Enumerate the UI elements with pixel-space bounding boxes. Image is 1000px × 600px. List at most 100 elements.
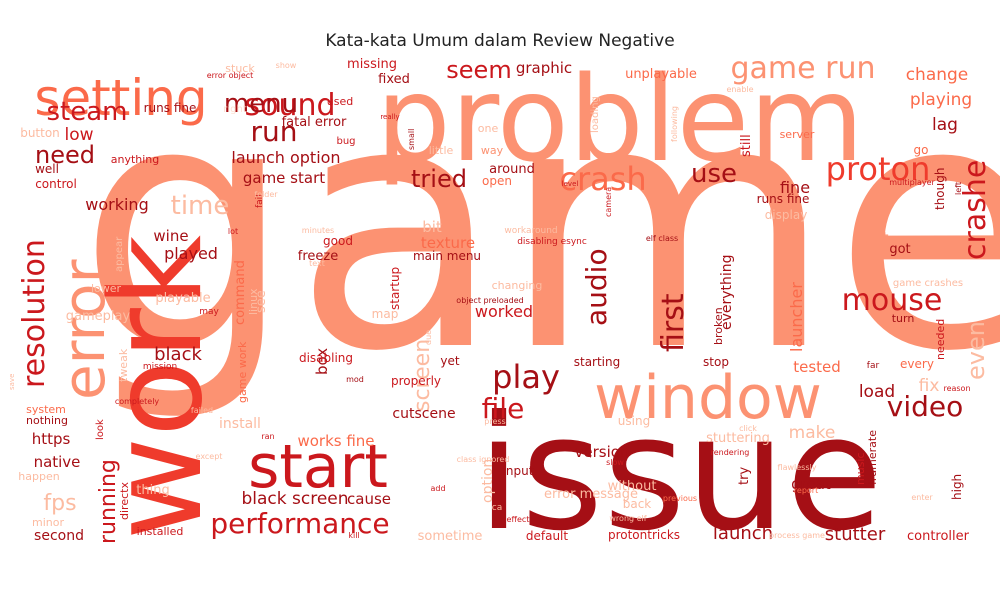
cloud-word-previous: previous bbox=[663, 494, 697, 503]
cloud-word-lot: lot bbox=[228, 227, 238, 236]
cloud-word-flawlessly: flawlessly bbox=[778, 463, 817, 472]
cloud-word-low: low bbox=[64, 125, 93, 145]
cloud-word-see: see bbox=[254, 290, 269, 313]
cloud-word-try: try bbox=[737, 467, 752, 485]
cloud-word-issue: issue bbox=[477, 382, 883, 566]
cloud-word-around: around bbox=[489, 162, 535, 177]
cloud-word-proton: proton bbox=[826, 150, 931, 188]
cloud-word-video: video bbox=[887, 390, 963, 423]
cloud-word-got: got bbox=[889, 242, 910, 257]
cloud-word-using: using bbox=[618, 414, 650, 428]
cloud-word-resolution: resolution bbox=[17, 239, 52, 388]
cloud-word-button: button bbox=[20, 126, 60, 140]
cloud-word-black-screen: black screen bbox=[241, 489, 348, 509]
cloud-word-anything: anything bbox=[111, 153, 160, 166]
cloud-word-install: install bbox=[219, 416, 261, 432]
cloud-word-even: even bbox=[962, 321, 990, 380]
cloud-word-window: window bbox=[594, 363, 822, 433]
cloud-word-seem: seem bbox=[446, 56, 511, 84]
cloud-word-file: file bbox=[482, 392, 525, 425]
cloud-word-installed: installed bbox=[137, 525, 184, 538]
cloud-word-playable: playable bbox=[155, 291, 210, 306]
cloud-word-working: working bbox=[85, 195, 148, 214]
cloud-word-graphic: graphic bbox=[516, 59, 572, 77]
cloud-word-run: run bbox=[250, 115, 297, 148]
cloud-word-way: way bbox=[481, 144, 504, 157]
cloud-word-texture: texture bbox=[421, 234, 475, 252]
cloud-word-game-start: game start bbox=[243, 169, 325, 187]
cloud-word-used: used bbox=[327, 95, 353, 108]
cloud-word-main-menu: main menu bbox=[413, 249, 481, 263]
cloud-word-stuck: stuck bbox=[225, 62, 255, 75]
cloud-word-game-work: game work bbox=[236, 341, 249, 403]
cloud-word-enter: enter bbox=[911, 493, 933, 502]
cloud-word-controller: controller bbox=[907, 529, 970, 544]
cloud-word-mouse: mouse bbox=[842, 283, 943, 318]
cloud-word-stutter: stutter bbox=[825, 524, 886, 545]
cloud-word-except: except bbox=[196, 452, 223, 461]
cloud-word-bit: bit bbox=[422, 218, 442, 236]
cloud-word-properly: properly bbox=[391, 374, 441, 388]
cloud-word-crashe: crashe bbox=[958, 160, 993, 260]
cloud-word-well: well bbox=[35, 162, 59, 176]
cloud-word-slow: slow bbox=[606, 458, 624, 467]
cloud-word-great: great bbox=[791, 475, 831, 493]
cloud-word-error: error bbox=[50, 259, 118, 400]
cloud-word-second: second bbox=[34, 528, 84, 544]
cloud-word-everything: everything bbox=[719, 254, 735, 330]
cloud-word-one: one bbox=[478, 122, 499, 135]
cloud-word-black: black bbox=[154, 344, 202, 365]
cloud-word-change: change bbox=[906, 65, 969, 85]
cloud-word-game-crashes: game crashes bbox=[893, 278, 963, 289]
cloud-word-loading: loading bbox=[590, 96, 601, 133]
cloud-word-still: still bbox=[739, 134, 754, 157]
cloud-word-effect: effect bbox=[507, 515, 530, 524]
cloud-word-due: due bbox=[424, 330, 433, 345]
cloud-word-thing: thing bbox=[136, 483, 169, 498]
cloud-word-tried: tried bbox=[411, 165, 467, 193]
cloud-word-multiplayer: multiplayer bbox=[889, 178, 935, 187]
cloud-word-runs-fine: runs fine bbox=[757, 192, 810, 206]
cloud-word-high: high bbox=[950, 474, 964, 500]
cloud-word-load: load bbox=[859, 382, 895, 402]
cloud-word-fail: fail bbox=[255, 194, 265, 208]
cloud-word-turn: turn bbox=[892, 312, 915, 325]
cloud-word-following: following bbox=[670, 106, 679, 142]
cloud-word-report: report bbox=[794, 486, 818, 495]
cloud-word-reason: reason bbox=[943, 384, 970, 393]
cloud-word-use: use bbox=[691, 159, 737, 189]
cloud-word-game: game bbox=[78, 30, 1000, 426]
cloud-word-workaround: workaround bbox=[504, 226, 557, 236]
cloud-word-kill: kill bbox=[348, 531, 359, 540]
cloud-word-lower: lower bbox=[91, 282, 122, 295]
cloud-word-fixed: fixed bbox=[378, 72, 410, 87]
cloud-word-box: box bbox=[313, 348, 331, 375]
cloud-word-elf-class: elf class bbox=[646, 234, 678, 243]
cloud-word-nothing: nothing bbox=[26, 414, 68, 427]
cloud-word-launcher: launcher bbox=[787, 282, 806, 352]
cloud-word-steam: steam bbox=[47, 97, 128, 127]
cloud-word-yet: yet bbox=[440, 354, 459, 368]
cloud-word-good: good bbox=[323, 234, 353, 248]
cloud-word-rendering: rendering bbox=[711, 448, 750, 457]
cloud-word-completely: completely bbox=[115, 397, 160, 406]
cloud-word-text: text bbox=[309, 259, 325, 268]
cloud-word-ran: ran bbox=[261, 432, 274, 441]
cloud-word-tested: tested bbox=[793, 358, 841, 376]
cloud-word-unplayable: unplayable bbox=[625, 67, 697, 82]
cloud-word-far: far bbox=[867, 361, 880, 371]
cloud-word-screen: screen bbox=[410, 339, 435, 412]
cloud-word-setting: setting bbox=[34, 69, 207, 127]
cloud-word-changing: changing bbox=[492, 279, 543, 292]
cloud-word-music: music bbox=[854, 452, 867, 485]
cloud-word-press: press bbox=[484, 417, 505, 426]
cloud-word-sound: sound bbox=[244, 88, 335, 123]
cloud-word-framerate: framerate bbox=[866, 430, 879, 485]
cloud-word-cutscene: cutscene bbox=[392, 406, 455, 422]
cloud-word-disabling-esync: disabling esync bbox=[517, 237, 587, 247]
cloud-word-sometime: sometime bbox=[418, 529, 483, 544]
cloud-word-set: set bbox=[866, 229, 889, 247]
cloud-word-fatal-error: fatal error bbox=[282, 115, 347, 130]
cloud-word-missing: missing bbox=[347, 57, 397, 72]
cloud-word-may: may bbox=[199, 307, 219, 317]
